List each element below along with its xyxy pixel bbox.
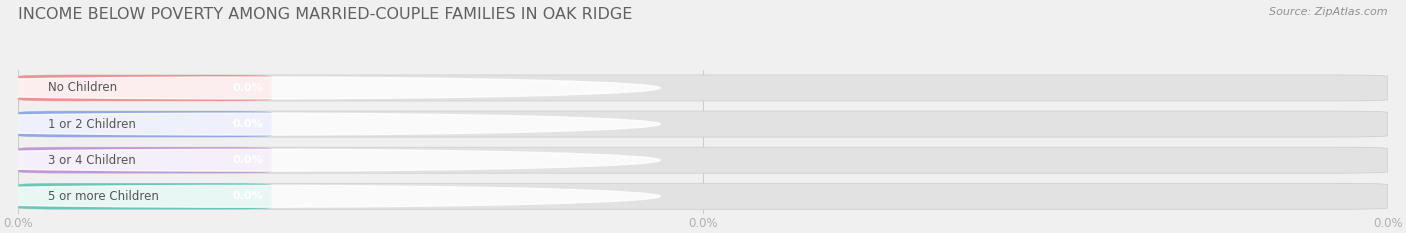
Text: INCOME BELOW POVERTY AMONG MARRIED-COUPLE FAMILIES IN OAK RIDGE: INCOME BELOW POVERTY AMONG MARRIED-COUPL… (18, 7, 633, 22)
Text: 3 or 4 Children: 3 or 4 Children (48, 154, 136, 167)
Circle shape (0, 185, 661, 207)
FancyBboxPatch shape (18, 111, 271, 137)
FancyBboxPatch shape (18, 183, 1388, 209)
FancyBboxPatch shape (18, 147, 1388, 173)
FancyBboxPatch shape (18, 75, 1388, 101)
Text: 0.0%: 0.0% (233, 119, 263, 129)
Text: 0.0%: 0.0% (233, 83, 263, 93)
Text: 5 or more Children: 5 or more Children (48, 190, 159, 203)
Circle shape (0, 113, 661, 135)
Circle shape (0, 149, 661, 171)
FancyBboxPatch shape (18, 111, 1388, 137)
FancyBboxPatch shape (18, 183, 271, 209)
FancyBboxPatch shape (18, 75, 271, 101)
Circle shape (0, 77, 661, 99)
Text: 1 or 2 Children: 1 or 2 Children (48, 118, 136, 130)
FancyBboxPatch shape (18, 147, 271, 173)
Text: 0.0%: 0.0% (233, 191, 263, 201)
Text: Source: ZipAtlas.com: Source: ZipAtlas.com (1270, 7, 1388, 17)
Text: No Children: No Children (48, 82, 118, 94)
Text: 0.0%: 0.0% (233, 155, 263, 165)
